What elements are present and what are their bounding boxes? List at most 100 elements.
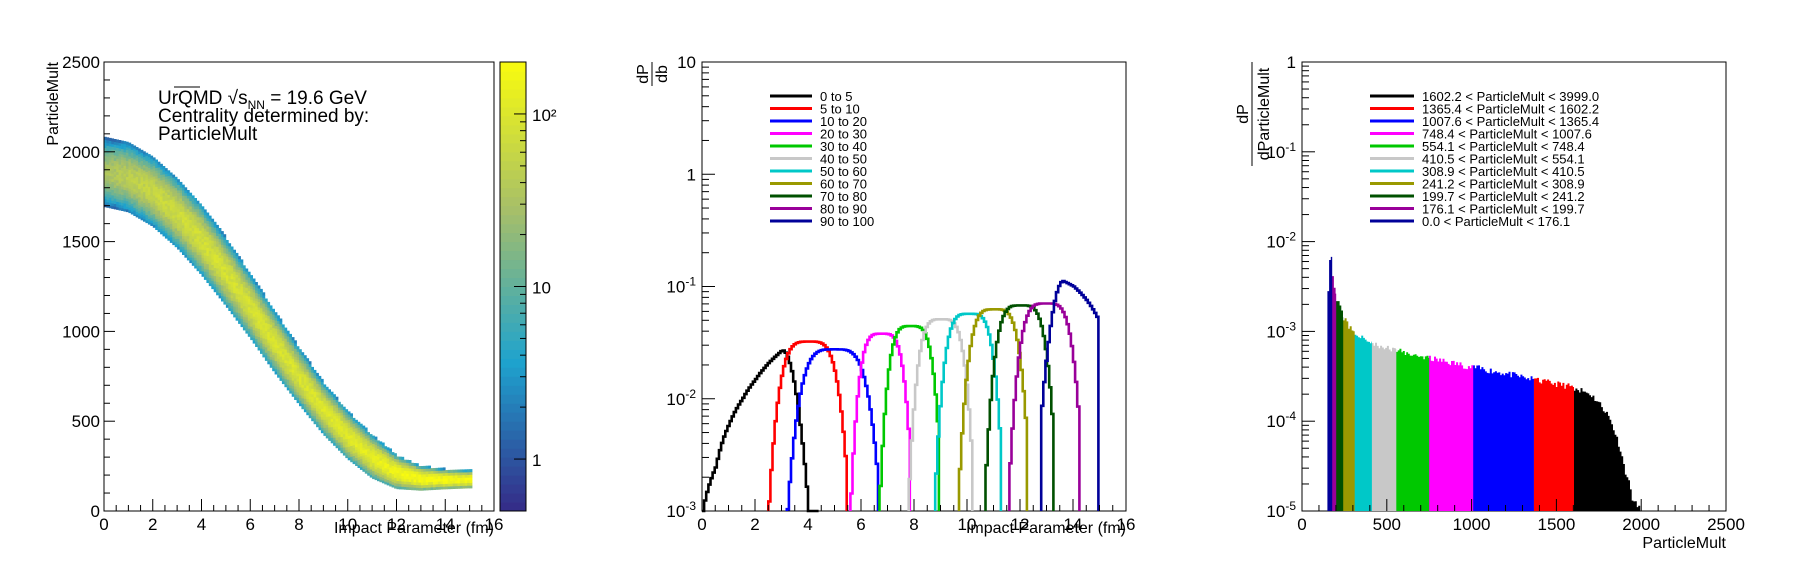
heatmap-cell — [206, 247, 210, 251]
heatmap-cell — [206, 269, 210, 273]
colorbar-swatch — [500, 457, 526, 467]
heatmap-cell — [118, 169, 122, 173]
heatmap-cell — [160, 193, 163, 197]
heatmap-cell — [218, 265, 222, 269]
heatmap-cell — [211, 229, 215, 233]
heatmap-cell — [245, 276, 249, 280]
heatmap-cell — [252, 327, 256, 331]
heatmap-cell — [169, 237, 173, 241]
heatmap-cell — [257, 323, 261, 327]
heatmap-cell — [286, 363, 290, 367]
heatmap-cell — [123, 162, 127, 166]
heatmap-cell — [108, 189, 112, 193]
heatmap-cell — [140, 190, 144, 194]
heatmap-cell — [257, 293, 261, 297]
mult-y-tick-label: 1 — [1287, 53, 1296, 72]
heatmap-cell — [106, 180, 110, 184]
heatmap-cell — [169, 185, 173, 189]
heatmap-cell — [250, 326, 253, 330]
heatmap-cell — [230, 311, 234, 315]
heatmap-cell — [359, 439, 363, 443]
heatmap-cell — [398, 464, 402, 468]
colorbar-swatch — [500, 205, 526, 216]
heatmap-cell — [191, 246, 195, 250]
heatmap-cell — [267, 304, 271, 308]
heatmap-cell — [394, 466, 397, 470]
heatmap-cell — [323, 395, 327, 399]
heatmap-cell — [469, 482, 473, 486]
heatmap-cell — [182, 203, 185, 207]
heatmap-cell — [423, 465, 427, 469]
heatmap-cell — [372, 465, 375, 469]
heatmap-cell — [123, 192, 127, 196]
heatmap-cell — [138, 194, 141, 198]
heatmap-cell — [162, 176, 166, 180]
heatmap-cell — [428, 479, 431, 483]
heatmap-cell — [369, 463, 373, 467]
heatmap-cell — [257, 317, 261, 321]
heatmap-cell — [406, 459, 409, 463]
heatmap-cell — [116, 201, 119, 205]
heatmap-cell — [182, 195, 185, 199]
heatmap-cell — [347, 414, 351, 418]
heatmap-cell — [420, 474, 424, 478]
heatmap-cell — [240, 283, 244, 287]
heatmap-cell — [352, 444, 356, 448]
heatmap-cell — [194, 219, 197, 223]
heatmap-cell — [160, 225, 163, 229]
heatmap-cell — [362, 466, 366, 470]
heatmap-cell — [311, 369, 314, 373]
heatmap-cell — [294, 394, 297, 398]
heatmap-cell — [235, 258, 239, 262]
heatmap-cell — [230, 281, 234, 285]
heatmap-cell — [442, 478, 446, 482]
heatmap-cell — [230, 284, 234, 288]
heatmap-cell — [121, 202, 124, 206]
heatmap-cell — [157, 180, 161, 184]
heatmap-cell — [221, 244, 224, 248]
heatmap-cell — [455, 477, 458, 481]
heatmap-cell — [189, 208, 193, 212]
heatmap-cell — [160, 220, 163, 224]
heatmap-cell — [203, 214, 207, 218]
heatmap-cell — [411, 479, 414, 483]
heatmap-cell — [445, 472, 448, 476]
heatmap-cell — [391, 454, 395, 458]
heatmap-cell — [106, 142, 110, 146]
heatmap-cell — [252, 305, 256, 309]
heatmap-cell — [174, 190, 178, 194]
heatmap-cell — [279, 345, 283, 349]
heatmap-cell — [301, 381, 305, 385]
heatmap-cell — [252, 297, 256, 301]
heatmap-cell — [196, 249, 200, 253]
heatmap-cell — [157, 202, 161, 206]
heatmap-cell — [223, 250, 227, 254]
heatmap-cell — [355, 446, 358, 450]
heatmap-cell — [169, 212, 173, 216]
heatmap-cell — [406, 484, 409, 488]
heatmap-cell — [116, 142, 119, 146]
heatmap-cell — [118, 161, 122, 165]
heatmap-cell — [191, 260, 195, 264]
heatmap-cell — [277, 363, 280, 367]
heatmap-cell — [250, 302, 253, 306]
heatmap-cell — [262, 335, 266, 339]
heatmap-cell — [160, 231, 163, 235]
heatmap-cell — [303, 379, 307, 383]
colorbar-swatch — [500, 313, 526, 323]
heatmap-cell — [108, 202, 112, 206]
heatmap-cell — [325, 424, 329, 428]
heatmap-cell — [125, 203, 129, 207]
heatmap-cell — [311, 388, 314, 392]
heatmap-cell — [299, 389, 302, 393]
heatmap-cell — [303, 368, 307, 372]
impact-y-label-denominator: db — [654, 65, 671, 83]
heatmap-cell — [389, 453, 392, 457]
heatmap-cell — [184, 243, 188, 247]
heatmap-cell — [108, 186, 112, 190]
heatmap-cell — [201, 257, 205, 261]
heatmap-cell — [203, 212, 207, 216]
heatmap-cell — [311, 407, 314, 411]
heatmap-cell — [374, 442, 378, 446]
heatmap-cell — [250, 285, 253, 289]
